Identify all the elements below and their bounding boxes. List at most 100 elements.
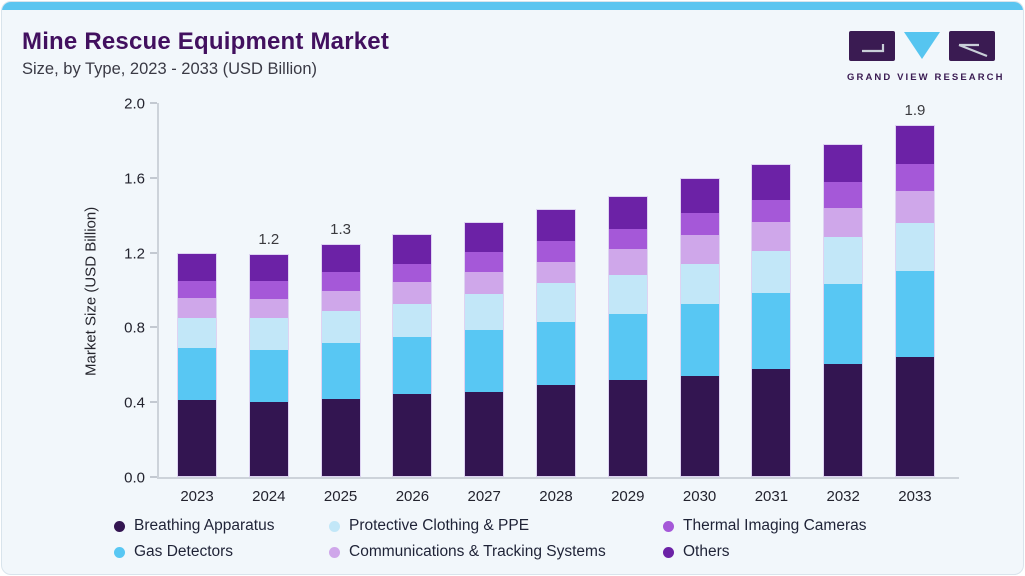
bar-segment[interactable] — [680, 304, 719, 376]
bar-segment[interactable] — [680, 235, 719, 265]
bar-segment[interactable] — [249, 401, 288, 476]
bar-2029[interactable]: 2029 — [607, 103, 648, 505]
bar-segment[interactable] — [465, 330, 504, 392]
bar-segment[interactable] — [824, 364, 863, 476]
bar-2024[interactable]: 1.2 2024 — [248, 103, 289, 505]
bar-segment[interactable] — [536, 241, 575, 262]
bar-2028[interactable]: 2028 — [535, 103, 576, 505]
bar-2025[interactable]: 1.3 2025 — [320, 103, 361, 505]
legend-label: Thermal Imaging Cameras — [683, 517, 867, 534]
bar-segment[interactable] — [608, 248, 647, 275]
bar-segment[interactable] — [752, 251, 791, 293]
bar-segment[interactable] — [895, 271, 934, 357]
bar-segment[interactable] — [178, 317, 216, 349]
bar-segment[interactable] — [178, 298, 216, 318]
x-axis-tick-label: 2026 — [395, 488, 430, 505]
bar-2031[interactable]: 2031 — [751, 103, 792, 505]
bar-segment[interactable] — [393, 234, 432, 264]
bar-2026[interactable]: 2026 — [392, 103, 433, 505]
bar-segment[interactable] — [608, 229, 647, 249]
bar-segment[interactable] — [536, 282, 575, 322]
bar-segment[interactable] — [249, 299, 288, 319]
bar-segment[interactable] — [321, 245, 360, 273]
legend-item[interactable]: Others — [663, 541, 866, 563]
legend-item[interactable]: Communications & Tracking Systems — [329, 541, 663, 563]
bar-segment[interactable] — [465, 252, 504, 272]
y-axis-tick-label: 0.4 — [124, 394, 145, 412]
bar-segment[interactable] — [752, 292, 791, 370]
bar-2030[interactable]: 2030 — [679, 103, 720, 505]
legend-item[interactable]: Breathing Apparatus — [114, 515, 329, 537]
bar-segment[interactable] — [249, 349, 288, 402]
bar-stack — [823, 144, 864, 477]
bar-segment[interactable] — [536, 385, 575, 477]
bar-segment[interactable] — [465, 294, 504, 331]
bar-segment[interactable] — [393, 263, 432, 283]
bar-segment[interactable] — [680, 264, 719, 305]
bar-segment[interactable] — [680, 375, 719, 476]
bar-segment[interactable] — [393, 304, 432, 337]
bar-2033[interactable]: 1.9 2033 — [894, 102, 935, 505]
bar-value-label: 1.2 — [258, 230, 280, 248]
bar-segment[interactable] — [895, 223, 934, 272]
bar-segment[interactable] — [608, 196, 647, 230]
grand-view-research-logo: GRAND VIEW RESEARCH — [847, 30, 1003, 83]
bar-segment[interactable] — [895, 356, 934, 476]
bar-segment[interactable] — [680, 213, 719, 236]
bar-segment[interactable] — [393, 336, 432, 395]
bar-2023[interactable]: 2023 — [177, 103, 217, 505]
bar-stack — [894, 124, 935, 477]
bar-2032[interactable]: 2032 — [823, 103, 864, 505]
y-axis-tick-label: 1.6 — [124, 170, 145, 188]
bar-segment[interactable] — [393, 394, 432, 476]
legend-color-dot-icon — [114, 520, 125, 532]
bar-segment[interactable] — [178, 348, 216, 400]
bar-segment[interactable] — [824, 283, 863, 365]
bar-segment[interactable] — [249, 318, 288, 350]
bar-stack — [248, 253, 289, 477]
bar-segment[interactable] — [752, 369, 791, 476]
bar-segment[interactable] — [321, 399, 360, 476]
bar-segment[interactable] — [824, 208, 863, 238]
bar-segment[interactable] — [752, 200, 791, 223]
bar-segment[interactable] — [321, 290, 360, 311]
bar-segment[interactable] — [895, 125, 934, 164]
bar-segment[interactable] — [824, 182, 863, 209]
y-axis-tick-label: 2.0 — [124, 95, 145, 113]
legend-item[interactable]: Protective Clothing & PPE — [329, 515, 663, 537]
legend-item[interactable]: Thermal Imaging Cameras — [663, 515, 866, 537]
bar-segment[interactable] — [895, 163, 934, 191]
bar-segment[interactable] — [752, 222, 791, 252]
bar-segment[interactable] — [249, 254, 288, 282]
bar-segment[interactable] — [608, 274, 647, 314]
bar-segment[interactable] — [465, 391, 504, 476]
bar-segment[interactable] — [680, 178, 719, 214]
bar-segment[interactable] — [465, 222, 504, 253]
bar-segment[interactable] — [536, 261, 575, 283]
bar-segment[interactable] — [536, 321, 575, 386]
bar-segment[interactable] — [393, 282, 432, 305]
bar-segment[interactable] — [895, 190, 934, 224]
bar-stack — [320, 244, 361, 477]
bar-segment[interactable] — [465, 271, 504, 295]
y-axis-tick-label: 0.8 — [124, 319, 145, 337]
bar-segment[interactable] — [321, 272, 360, 291]
logo-mark-icon — [849, 31, 995, 61]
legend-color-dot-icon — [663, 520, 674, 532]
bar-segment[interactable] — [536, 209, 575, 242]
x-axis-tick-label: 2032 — [826, 488, 860, 505]
bar-segment[interactable] — [321, 311, 360, 344]
bar-segment[interactable] — [178, 400, 216, 476]
bar-segment[interactable] — [321, 343, 360, 400]
bar-segment[interactable] — [824, 145, 863, 183]
bar-segment[interactable] — [752, 164, 791, 201]
bar-segment[interactable] — [249, 281, 288, 300]
bar-segment[interactable] — [608, 380, 647, 476]
x-axis-tick-label: 2031 — [754, 488, 789, 505]
bar-segment[interactable] — [824, 237, 863, 284]
legend-item[interactable]: Gas Detectors — [114, 541, 329, 563]
bar-2027[interactable]: 2027 — [464, 103, 505, 505]
bar-segment[interactable] — [178, 281, 216, 299]
bar-segment[interactable] — [178, 253, 216, 282]
bar-segment[interactable] — [608, 313, 647, 381]
